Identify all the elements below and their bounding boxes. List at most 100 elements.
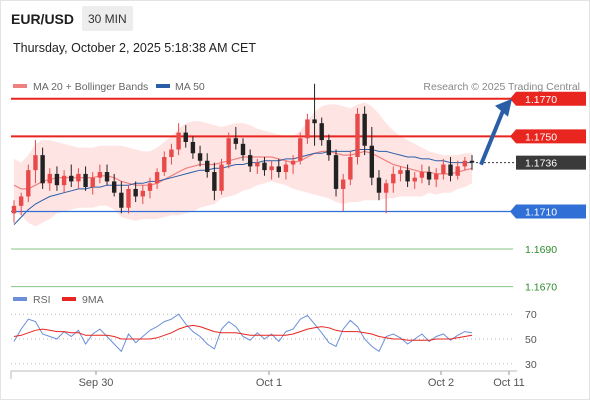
legend-label-9ma: 9MA	[82, 294, 104, 306]
candle-body	[176, 132, 181, 150]
forecast-arrow-head	[495, 98, 512, 117]
candle-body	[212, 172, 217, 191]
level-label-1.1670: 1.1670	[525, 282, 557, 294]
candle-body	[183, 132, 188, 142]
resistance-tag-1.1750	[510, 129, 586, 144]
candle-body	[111, 181, 117, 193]
candle-body	[61, 175, 67, 186]
candle-body	[205, 160, 210, 173]
candle-body	[383, 183, 389, 193]
candle-body	[434, 173, 439, 180]
legend-swatch-ma50	[156, 84, 170, 88]
candle-body	[126, 188, 131, 208]
support-tag-1.1710	[510, 204, 586, 219]
level-label-current: 1.1736	[525, 158, 557, 170]
candle-body	[119, 192, 124, 208]
candle-body	[11, 205, 17, 214]
ma50-line	[13, 149, 472, 225]
candle-body	[262, 162, 267, 171]
candle-body	[269, 166, 274, 171]
candle-body	[426, 172, 432, 180]
candle-body	[298, 138, 303, 161]
candle-body	[76, 173, 81, 182]
candle-body	[154, 172, 160, 184]
resistance-tag-1.1770	[510, 91, 586, 106]
candle-body	[412, 177, 417, 182]
time-tick-label: Oct 11	[493, 377, 525, 389]
candle-body	[83, 173, 88, 188]
candle-body	[240, 143, 246, 156]
candle-body	[340, 179, 346, 189]
rsi-line	[13, 313, 473, 353]
candle-body	[40, 155, 45, 184]
candle-body	[455, 166, 460, 176]
forecast-arrow-shaft	[479, 110, 505, 166]
candle-body	[305, 119, 310, 139]
rsi-panel: RSI 9MA 70 50 30	[11, 294, 537, 371]
candle-body	[26, 170, 31, 197]
legend-swatch-ma20	[13, 84, 27, 88]
candle-body	[169, 149, 174, 158]
candle-body	[398, 170, 403, 174]
time-tick-label: Sep 30	[79, 377, 114, 389]
candle-body	[197, 153, 203, 161]
symbol-title: EUR/USD	[11, 10, 75, 27]
candle-body	[276, 166, 281, 173]
candle-body	[362, 113, 367, 146]
level-label-1.1690: 1.1690	[525, 244, 557, 256]
candle-body	[90, 177, 95, 188]
legend-swatch-rsi	[13, 297, 27, 301]
candle-body	[33, 155, 38, 171]
candle-body	[405, 170, 410, 182]
legend-label-ma50: MA 50	[175, 81, 205, 93]
candle-body	[448, 164, 453, 176]
candle-body	[333, 155, 339, 189]
rsi-tick-70: 70	[525, 309, 537, 321]
candle-body	[290, 160, 296, 165]
candle-body	[283, 164, 289, 173]
datetime-label: Thursday, October 2, 2025 5:18:38 AM CET	[13, 41, 256, 55]
candle-body	[97, 172, 103, 178]
candle-body	[462, 160, 468, 167]
candle-body	[140, 190, 146, 197]
price-panel: MA 20 + Bollinger Bands MA 50 Research © 2…	[11, 81, 586, 294]
candle-body	[190, 141, 196, 154]
legend-label-ma20: MA 20 + Bollinger Bands	[33, 81, 148, 93]
candle-body	[219, 164, 224, 191]
time-tick-label: Oct 1	[256, 377, 282, 389]
candle-body	[162, 157, 167, 173]
candle-body	[18, 196, 24, 206]
candle-body	[226, 138, 231, 165]
time-axis: Sep 30 Oct 1 Oct 2 Oct 11	[10, 370, 525, 389]
time-tick-label: Oct 2	[428, 377, 454, 389]
copyright-text: Research © 2025 Trading Central	[423, 81, 580, 93]
candle-body	[255, 162, 260, 167]
candle-body	[104, 172, 110, 182]
candle-body	[247, 155, 253, 167]
rsi-tick-50: 50	[525, 334, 537, 346]
candle-body	[312, 119, 317, 124]
support-label-1.1710: 1.1710	[525, 206, 557, 218]
candle-body	[376, 177, 382, 193]
candle-body	[419, 172, 425, 178]
candle-body	[69, 175, 74, 182]
candle-body	[133, 188, 138, 197]
candle-body	[233, 138, 239, 144]
candle-body	[147, 183, 153, 191]
candle-body	[355, 113, 360, 158]
legend-swatch-9ma	[62, 297, 76, 301]
candle-body	[326, 140, 332, 156]
timeframe-button[interactable]: 30 MIN	[82, 6, 133, 31]
candle-body	[47, 173, 52, 184]
level-tag-current	[516, 155, 586, 170]
candle-body	[391, 173, 396, 184]
candle-body	[441, 164, 446, 174]
resistance-label-1.1770: 1.1770	[525, 94, 557, 106]
rsi-tick-30: 30	[525, 359, 537, 371]
candle-body	[319, 123, 324, 141]
candle-body	[369, 145, 375, 178]
candle-body	[54, 173, 60, 186]
candle-body	[469, 160, 475, 163]
legend-label-rsi: RSI	[33, 294, 51, 306]
